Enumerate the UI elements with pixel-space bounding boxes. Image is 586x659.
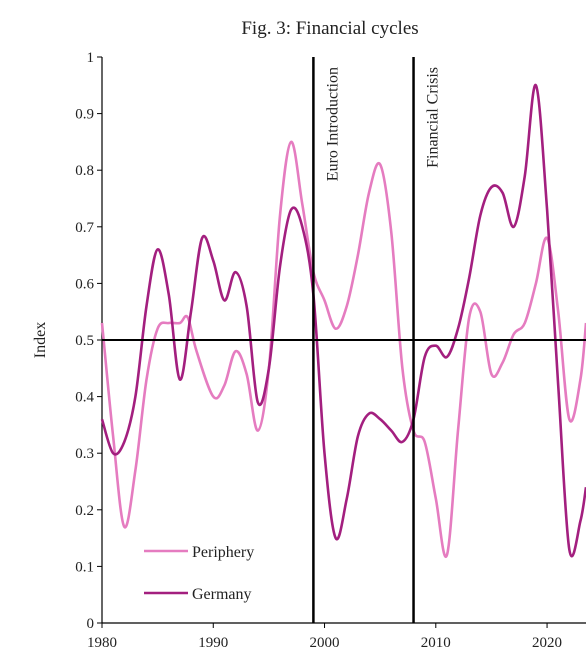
y-tick-label: 0.7 xyxy=(75,220,94,236)
y-axis-label: Index xyxy=(32,322,49,358)
annotation-label-financial-crisis: Financial Crisis xyxy=(425,67,442,168)
series-line-germany xyxy=(100,83,586,558)
legend-label-germany: Germany xyxy=(192,586,252,603)
x-tick-label: 1980 xyxy=(87,635,117,651)
y-tick-label: 0.4 xyxy=(75,390,94,406)
y-tick-label: 1 xyxy=(87,50,95,66)
y-tick-label: 0.6 xyxy=(75,276,94,292)
annotation-label-euro-introduction: Euro Introduction xyxy=(324,67,341,181)
y-tick-label: 0.3 xyxy=(75,446,94,462)
y-tick-label: 0.9 xyxy=(75,107,94,123)
x-tick-label: 2000 xyxy=(310,635,340,651)
x-tick-label: 2020 xyxy=(532,635,562,651)
x-tick-label: 1990 xyxy=(198,635,228,651)
series-line-periphery xyxy=(100,140,586,559)
y-tick-label: 0.1 xyxy=(75,559,94,575)
y-tick-label: 0.2 xyxy=(75,503,94,519)
y-tick-label: 0.5 xyxy=(75,333,94,349)
y-tick-label: 0 xyxy=(87,616,95,632)
plot-area: 0 0.1 0.2 0.3 0.4 0.5 0.6 0.7 0.8 0.9 1 1980 1990 200… xyxy=(75,50,586,651)
x-tick-label: 2010 xyxy=(421,635,451,651)
y-tick-label: 0.8 xyxy=(75,163,94,179)
chart-title: Fig. 3: Financial cycles xyxy=(241,18,418,39)
legend-label-periphery: Periphery xyxy=(192,544,254,561)
